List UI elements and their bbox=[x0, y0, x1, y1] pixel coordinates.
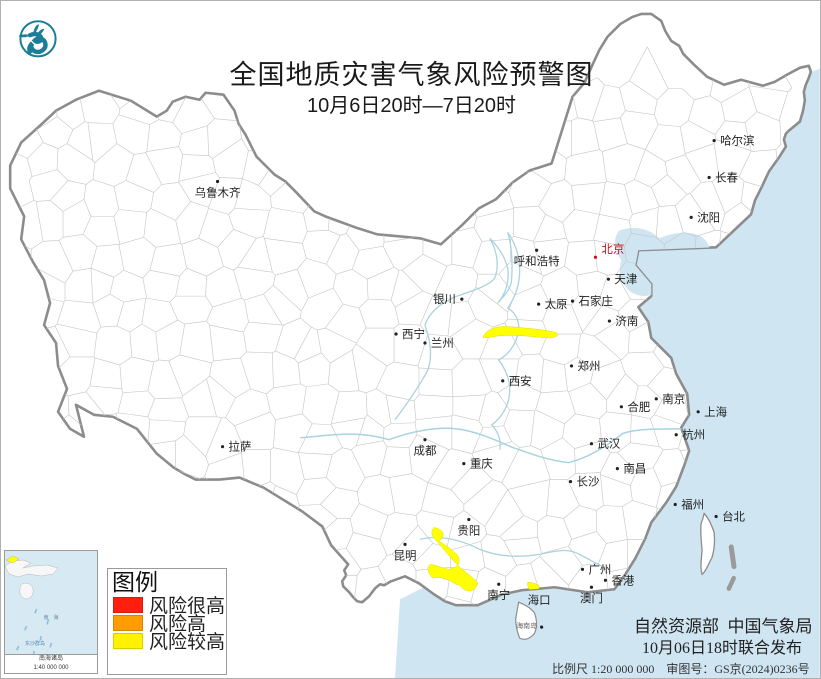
svg-text:长沙: 长沙 bbox=[577, 476, 600, 489]
svg-text:哈尔滨: 哈尔滨 bbox=[720, 134, 755, 148]
svg-text:成都: 成都 bbox=[413, 445, 436, 458]
svg-text:兰州: 兰州 bbox=[431, 337, 454, 350]
svg-text:银川: 银川 bbox=[433, 292, 456, 306]
svg-text:拉萨: 拉萨 bbox=[229, 440, 252, 454]
svg-text:贵阳: 贵阳 bbox=[457, 524, 480, 537]
svg-text:南昌: 南昌 bbox=[623, 462, 646, 476]
svg-text:合肥: 合肥 bbox=[627, 400, 650, 414]
svg-text:海南岛: 海南岛 bbox=[516, 621, 537, 630]
svg-text:石家庄: 石家庄 bbox=[579, 294, 613, 308]
svg-text:沈阳: 沈阳 bbox=[697, 210, 720, 224]
svg-text:呼和浩特: 呼和浩特 bbox=[514, 254, 560, 268]
svg-text:南宁: 南宁 bbox=[487, 588, 510, 602]
svg-text:天津: 天津 bbox=[614, 273, 637, 286]
svg-text:东沙群岛: 东沙群岛 bbox=[25, 640, 45, 647]
svg-text:昆明: 昆明 bbox=[394, 549, 417, 562]
svg-text:海口: 海口 bbox=[528, 593, 551, 607]
svg-text:台北: 台北 bbox=[722, 509, 745, 523]
svg-text:太原: 太原 bbox=[545, 298, 568, 311]
svg-text:乌鲁木齐: 乌鲁木齐 bbox=[195, 185, 241, 199]
svg-text:广州: 广州 bbox=[588, 563, 611, 576]
svg-text:西安: 西安 bbox=[509, 374, 532, 388]
svg-text:杭州: 杭州 bbox=[682, 428, 705, 442]
svg-text:重庆: 重庆 bbox=[470, 457, 493, 471]
svg-text:南 海: 南 海 bbox=[43, 614, 58, 621]
svg-text:长春: 长春 bbox=[715, 171, 738, 184]
svg-text:香港: 香港 bbox=[611, 574, 634, 587]
svg-text:北京: 北京 bbox=[601, 242, 624, 256]
svg-text:福州: 福州 bbox=[681, 498, 704, 512]
svg-text:济南: 济南 bbox=[615, 314, 638, 328]
svg-text:澳门: 澳门 bbox=[580, 591, 603, 605]
svg-text:郑州: 郑州 bbox=[578, 359, 601, 373]
svg-text:西宁: 西宁 bbox=[402, 327, 425, 341]
svg-text:南京: 南京 bbox=[662, 392, 685, 406]
svg-text:上海: 上海 bbox=[704, 405, 727, 419]
svg-text:武汉: 武汉 bbox=[597, 438, 620, 451]
